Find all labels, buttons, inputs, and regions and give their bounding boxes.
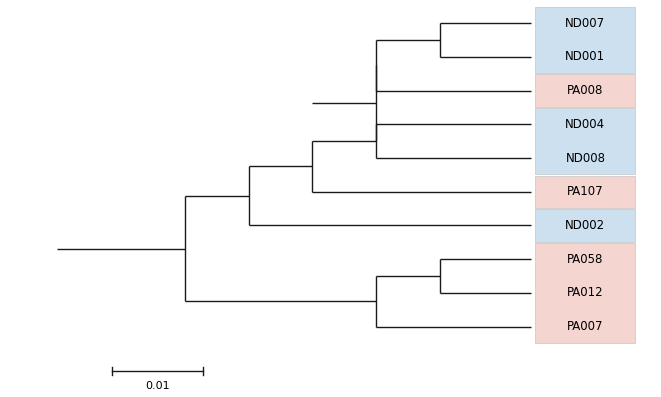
FancyBboxPatch shape (535, 209, 635, 242)
Text: ND004: ND004 (565, 118, 605, 131)
Text: ND002: ND002 (565, 219, 605, 232)
FancyBboxPatch shape (535, 7, 635, 73)
Text: ND007: ND007 (565, 17, 605, 29)
Text: PA107: PA107 (567, 185, 603, 198)
Text: ND008: ND008 (565, 152, 605, 164)
Text: PA012: PA012 (567, 287, 603, 299)
Text: PA058: PA058 (567, 253, 603, 266)
Text: PA007: PA007 (567, 320, 603, 333)
FancyBboxPatch shape (535, 74, 635, 107)
Text: PA008: PA008 (567, 84, 603, 97)
FancyBboxPatch shape (535, 175, 635, 208)
FancyBboxPatch shape (535, 243, 635, 343)
Text: 0.01: 0.01 (145, 381, 170, 391)
Text: ND001: ND001 (565, 50, 605, 63)
FancyBboxPatch shape (535, 108, 635, 174)
